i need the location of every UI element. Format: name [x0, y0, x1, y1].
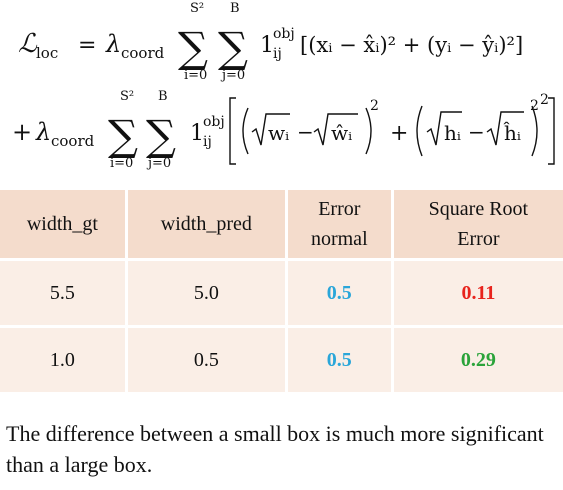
sum-sign-inner-1: ∑ [218, 23, 248, 72]
sum-sign-outer-2: ∑ [108, 111, 138, 160]
cell-sqrt-error: 0.29 [390, 325, 563, 392]
inner-plus: + [390, 121, 408, 146]
equals-sign: = [78, 33, 96, 58]
sqrt-w-hat-radical [313, 113, 358, 146]
sum-lower-outer-1: i=0 [184, 68, 207, 83]
w-term: wᵢ [268, 121, 289, 145]
cell-sqrt-error: 0.11 [390, 258, 563, 327]
h-term: hᵢ [444, 121, 461, 145]
table-row: 1.0 0.5 0.5 0.29 [0, 325, 563, 392]
cell-error-normal: 0.5 [284, 325, 393, 392]
loss-symbol: ℒ [18, 29, 38, 59]
header-width-gt: width_gt [0, 190, 127, 260]
width-square-exponent: 2 [370, 98, 379, 114]
loss-subscript: loc [36, 44, 58, 62]
plus-sign: + [12, 118, 32, 146]
indicator-sup-2: obj [203, 114, 225, 130]
cell-width-gt: 5.5 [0, 258, 127, 327]
sqrt-w-radical [251, 113, 290, 146]
header-error-normal: Error normal [284, 190, 393, 260]
height-paren-left [416, 105, 423, 157]
h-hat-term: ĥᵢ [503, 121, 521, 145]
header-width-pred: width_pred [124, 190, 287, 260]
sqrt-h-radical [426, 111, 462, 146]
big-bracket-right [548, 97, 555, 165]
indicator-sup-1: obj [273, 26, 295, 42]
width-paren-left [242, 107, 249, 155]
big-bracket-left [229, 97, 236, 165]
xy-term: [(xᵢ − x̂ᵢ)² + (yᵢ − ŷᵢ)²] [300, 33, 523, 57]
sum-upper-inner-1: B [230, 1, 240, 16]
lambda-symbol-2: λ [35, 118, 51, 146]
sum-sign-outer-1: ∑ [178, 23, 208, 72]
sum-upper-outer-2: S² [120, 89, 134, 104]
width-paren-right [365, 107, 372, 155]
caption-text: The difference between a small box is mu… [6, 421, 544, 477]
cell-error-normal: 0.5 [284, 258, 393, 327]
cell-width-pred: 0.5 [124, 325, 287, 392]
sum-upper-outer-1: S² [190, 1, 204, 16]
big-square-exponent: 2 [540, 92, 549, 108]
width-error-table: width_gt width_pred Error normal Square R… [0, 190, 563, 392]
indicator-sub-2: ij [203, 134, 212, 150]
lambda-subscript-1: coord [121, 44, 165, 62]
height-square-exponent: 2 [530, 98, 539, 114]
sum-lower-inner-2: j=0 [146, 156, 171, 171]
table-row: 5.5 5.0 0.5 0.11 [0, 258, 563, 327]
indicator-2: 1 [190, 121, 204, 146]
height-minus: − [468, 120, 485, 144]
cell-width-pred: 5.0 [124, 258, 287, 327]
loss-formula: ℒ loc = λ coord S² ∑ i=0 B ∑ j=0 1 obj i… [12, 1, 555, 171]
sqrt-h-hat-radical [486, 111, 524, 146]
indicator-sub-1: ij [273, 46, 282, 62]
indicator-1: 1 [260, 33, 274, 58]
width-minus: − [297, 120, 314, 144]
sum-lower-outer-2: i=0 [110, 156, 133, 171]
table-header-row: width_gt width_pred Error normal Square R… [0, 190, 563, 260]
lambda-symbol-1: λ [105, 30, 121, 58]
cell-width-gt: 1.0 [0, 325, 127, 392]
sum-upper-inner-2: B [158, 89, 168, 104]
height-paren-right [531, 105, 538, 157]
header-sqrt-error: Square Root Error [390, 190, 563, 260]
w-hat-term: ŵᵢ [331, 121, 352, 145]
lambda-subscript-2: coord [51, 132, 95, 150]
sum-sign-inner-2: ∑ [146, 111, 176, 160]
sum-lower-inner-1: j=0 [220, 68, 245, 83]
